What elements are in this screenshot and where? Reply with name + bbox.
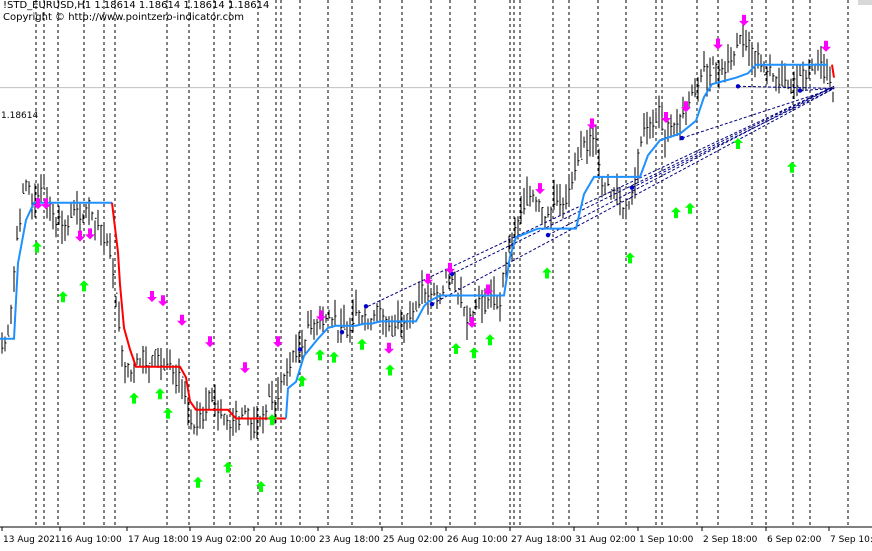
signal-dot [545, 232, 551, 238]
signal-dot [735, 84, 741, 89]
sell-arrow [158, 295, 168, 307]
sell-arrow [177, 314, 187, 326]
x-axis: 13 Aug 2021 16 Aug 10:00 17 Aug 18:00 19 Au… [0, 526, 872, 545]
sell-arrow [85, 228, 95, 240]
signal-dot [797, 88, 803, 93]
chart-title: !STD_EURUSD,H1 1.18614 1.18614 1.18614 1… [3, 0, 270, 11]
x-tick-label: 1 Sep 10:00 [639, 535, 694, 545]
signal-dot [629, 185, 635, 190]
buy-arrow [79, 280, 89, 292]
sell-arrow [33, 198, 43, 210]
sell-arrow [205, 336, 215, 348]
x-tick-label: 25 Aug 02:00 [383, 535, 444, 545]
buy-arrow [193, 476, 203, 488]
sell-arrow [467, 316, 477, 328]
dashed-projection [681, 87, 835, 139]
buy-arrow [297, 375, 307, 387]
dashed-projection [451, 85, 835, 275]
sell-arrow [240, 362, 250, 374]
trend-line-tail [831, 64, 835, 78]
buy-arrow [58, 291, 68, 303]
dashed-projection [631, 87, 835, 189]
x-tick-label: 26 Aug 10:00 [447, 535, 508, 545]
copyright-notice: Copyright © http://www.pointzero-indicat… [3, 12, 244, 23]
sell-arrow [384, 342, 394, 354]
corner-cap [858, 0, 872, 5]
x-tick-label: 23 Aug 18:00 [319, 535, 380, 545]
bar-series [1, 23, 835, 441]
buy-arrow [542, 267, 552, 279]
dashed-projection [547, 85, 835, 236]
x-tick-label: 2 Sep 18:00 [703, 535, 758, 545]
sell-arrow [75, 230, 85, 242]
buy-arrow [315, 349, 325, 361]
buy-arrow [223, 461, 233, 473]
x-tick-label: 19 Aug 02:00 [191, 535, 252, 545]
buy-arrow [625, 252, 635, 264]
dot-layer [297, 84, 803, 352]
sell-arrow [713, 38, 723, 50]
sell-arrow [535, 183, 545, 195]
x-tick-label: 17 Aug 18:00 [128, 535, 189, 545]
sell-arrow [41, 198, 51, 210]
buy-arrow [469, 347, 479, 359]
sell-arrow [423, 273, 433, 285]
buy-arrow [685, 202, 695, 214]
x-tick-label: 7 Sep 10:00 [830, 535, 872, 545]
buy-arrow [733, 138, 743, 149]
sell-arrow [147, 291, 157, 302]
sell-arrow [681, 101, 691, 113]
current-price-label: 1.18614 [1, 111, 38, 121]
arrow-layer [32, 14, 831, 492]
vertical-grid [35, 0, 849, 526]
trend-line-down [111, 202, 286, 420]
buy-arrow [671, 207, 681, 219]
x-tick-label: 16 Aug 10:00 [61, 535, 122, 545]
trend-line-up [285, 63, 828, 419]
dashed-projection [737, 85, 835, 89]
x-tick-label: 20 Aug 10:00 [255, 535, 316, 545]
sell-arrow [316, 310, 326, 322]
x-tick-label: 31 Aug 02:00 [575, 535, 636, 545]
buy-arrow [155, 388, 165, 400]
buy-arrow [485, 334, 495, 346]
x-tick-label: 6 Sep 02:00 [767, 535, 822, 545]
sell-arrow [661, 112, 671, 123]
dashed-projection [799, 87, 835, 92]
buy-arrow [267, 414, 277, 426]
dashed-projection [367, 85, 835, 307]
dashed-projection [431, 87, 835, 305]
buy-arrow [32, 241, 42, 253]
sell-arrow [273, 336, 283, 348]
buy-arrow [385, 364, 395, 376]
signal-dot [363, 304, 369, 309]
x-tick-label: 13 Aug 2021 [3, 535, 61, 545]
buy-arrow [357, 338, 367, 350]
x-tick-label: 27 Aug 18:00 [511, 535, 572, 545]
sell-arrow [445, 262, 455, 274]
buy-arrow [787, 161, 797, 173]
sell-arrow [483, 284, 493, 296]
signal-dot [679, 135, 685, 141]
signal-dot [429, 301, 435, 307]
buy-arrow [329, 351, 339, 363]
sell-arrow [587, 118, 597, 130]
signal-dot [297, 347, 303, 352]
buy-arrow [129, 392, 139, 404]
buy-arrow [163, 407, 173, 419]
buy-arrow [256, 481, 266, 492]
dashed-line-layer [367, 85, 835, 307]
buy-arrow [451, 343, 461, 354]
sell-arrow [739, 14, 749, 26]
signal-dot [339, 329, 345, 335]
sell-arrow [821, 40, 831, 52]
